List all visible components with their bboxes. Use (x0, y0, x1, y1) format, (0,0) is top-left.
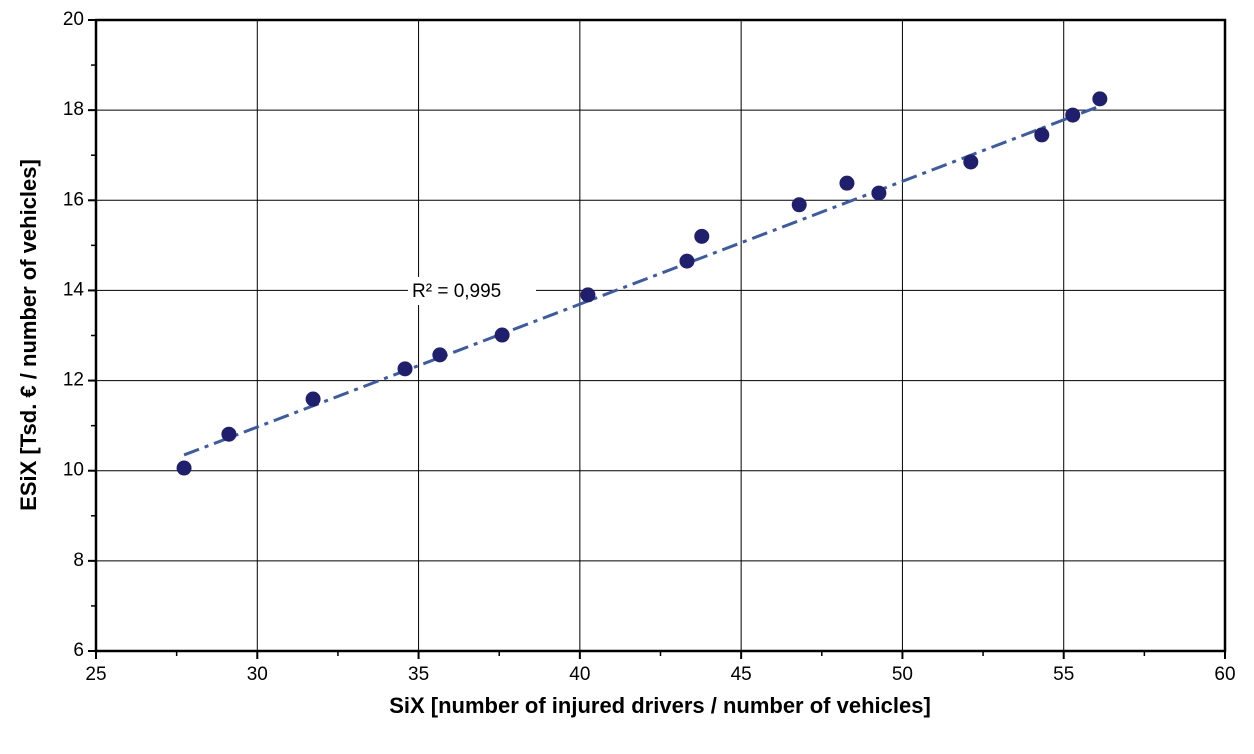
x-tick-label: 35 (408, 664, 429, 685)
y-tick-label: 14 (63, 279, 85, 300)
point (580, 287, 596, 303)
annotation-bg (408, 277, 536, 305)
y-tick-label: 8 (73, 550, 84, 571)
x-tick-label: 25 (85, 664, 106, 685)
y-tick-label: 20 (63, 9, 84, 30)
point (397, 361, 413, 377)
x-tick-label: 60 (1214, 664, 1235, 685)
trendline (183, 104, 1101, 457)
point (432, 347, 448, 363)
x-tick-label: 50 (892, 664, 913, 685)
y-tick-label: 16 (63, 189, 84, 210)
point (305, 391, 321, 407)
point (1034, 127, 1050, 143)
x-axis-label: SiX [number of injured drivers / number … (389, 693, 931, 718)
y-tick-label: 12 (63, 370, 84, 391)
point (221, 426, 237, 442)
annotation: R² = 0,995 (412, 281, 501, 302)
point (694, 228, 710, 244)
point (494, 327, 510, 343)
y-tick-label: 18 (63, 99, 84, 120)
y-tick-label: 6 (73, 640, 84, 661)
y-axis-label: ESiX [Tsd. € / number of vehicles] (16, 159, 41, 511)
point (839, 175, 855, 191)
x-tick-label: 30 (247, 664, 268, 685)
point (963, 154, 979, 170)
point (791, 197, 807, 213)
y-tick-label: 10 (63, 460, 84, 481)
x-tick-label: 40 (569, 664, 590, 685)
x-tick-label: 55 (1053, 664, 1074, 685)
x-tick-label: 45 (731, 664, 752, 685)
plot-frame (94, 18, 1227, 653)
point (176, 460, 192, 476)
point (1092, 91, 1108, 107)
point (1065, 107, 1081, 123)
point (679, 253, 695, 269)
point (871, 185, 887, 201)
